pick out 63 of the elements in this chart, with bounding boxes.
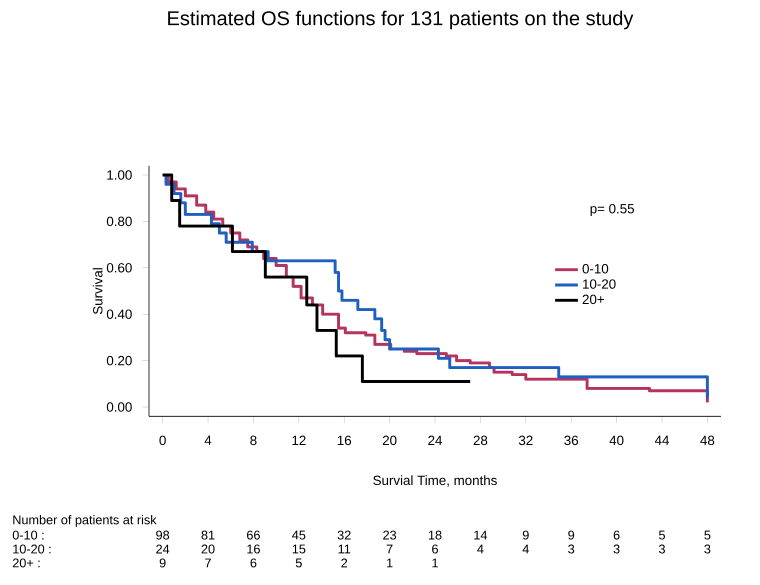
x-tick-label: 12 — [292, 436, 306, 445]
text: 7 — [386, 544, 393, 554]
y-axis-title: Survival — [92, 268, 103, 314]
y-tick-label: 0.40 — [106, 309, 132, 319]
x-tick-label: 20 — [382, 436, 397, 446]
text: 2 — [341, 558, 348, 568]
text: 98 — [156, 530, 170, 540]
text: 10-20 : — [13, 544, 51, 554]
text: 9 — [522, 530, 529, 540]
text: 3 — [658, 544, 665, 554]
text: 5 — [704, 530, 710, 540]
x-tick-label: 48 — [700, 436, 714, 446]
legend-label: 10-20 — [583, 279, 616, 289]
y-tick-label: 1.00 — [107, 170, 132, 180]
chart-title: Estimated OS functions for 131 patients on the study — [168, 10, 634, 30]
text: 45 — [292, 530, 306, 540]
y-tick-label: 0.00 — [106, 402, 132, 412]
text: 3 — [568, 544, 574, 554]
x-tick-label: 16 — [338, 436, 352, 446]
annotation: p= 0.55 — [590, 204, 634, 216]
legend-label: 20+ — [582, 294, 604, 304]
x-axis-title: Survial Time, months — [373, 475, 497, 487]
text: 6 — [432, 544, 438, 554]
text: 1 — [387, 558, 393, 568]
x-tick-label: 36 — [564, 436, 578, 446]
x-tick-label: 32 — [518, 436, 533, 446]
x-tick-label: 44 — [654, 436, 670, 445]
text: 3 — [704, 544, 710, 554]
text: 81 — [202, 530, 214, 540]
y-tick-label: 0.80 — [106, 216, 132, 226]
text: 24 — [156, 544, 170, 554]
text: 4 — [522, 544, 529, 554]
text: 66 — [247, 530, 260, 540]
text: 32 — [338, 530, 351, 540]
text: 5 — [296, 558, 302, 568]
text: 6 — [250, 558, 256, 568]
text: 20 — [202, 544, 215, 554]
text: 5 — [658, 530, 665, 540]
y-tick-label: 0.60 — [106, 263, 132, 273]
text: 11 — [338, 544, 350, 554]
x-tick-label: 0 — [159, 436, 166, 446]
text: 9 — [160, 558, 166, 568]
x-tick-label: 4 — [204, 436, 212, 445]
text: 4 — [477, 544, 484, 554]
text: 0-10 : — [12, 530, 44, 540]
x-tick-label: 28 — [474, 436, 488, 446]
y-tick-label: 0.20 — [106, 356, 132, 366]
text: 16 — [247, 544, 260, 554]
text: 9 — [568, 530, 574, 540]
x-tick-label: 8 — [250, 436, 257, 446]
text: 23 — [383, 530, 396, 540]
text: 1 — [432, 558, 438, 568]
legend-label: 0-10 — [582, 264, 608, 274]
text: 20+ : — [12, 558, 40, 568]
text: 18 — [428, 530, 442, 540]
x-tick-label: 40 — [609, 436, 624, 446]
text: Number of patients at risk — [13, 515, 157, 527]
x-tick-label: 24 — [428, 436, 442, 445]
text: 14 — [474, 530, 488, 540]
text: 6 — [614, 530, 620, 540]
text: 7 — [205, 558, 211, 568]
text: 3 — [614, 544, 620, 554]
text: 15 — [292, 544, 306, 554]
